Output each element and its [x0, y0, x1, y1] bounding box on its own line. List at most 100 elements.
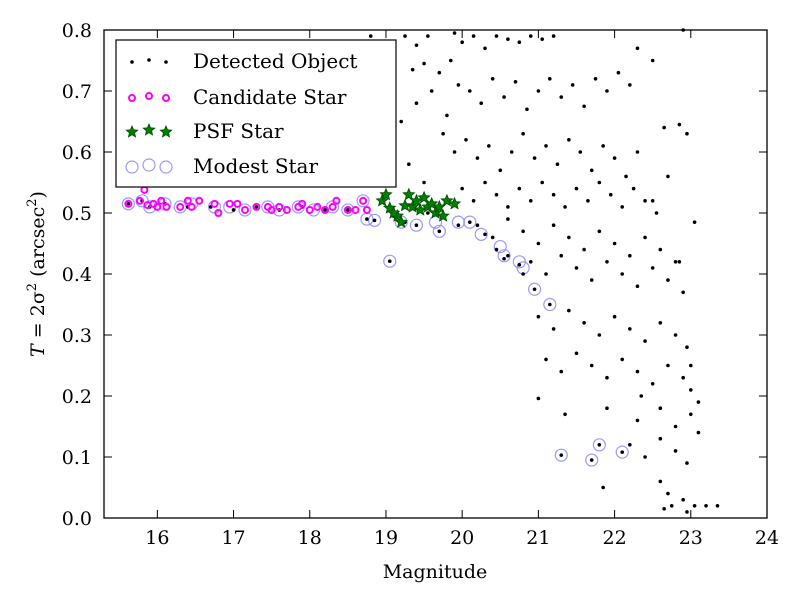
candidate-star-point — [225, 199, 234, 208]
detected-object-point — [673, 260, 678, 264]
candidate-star-point — [252, 202, 261, 211]
x-tick-label: 24 — [755, 527, 779, 549]
detected-object-point — [490, 77, 495, 81]
detected-object-point — [597, 443, 602, 447]
detected-object-point — [437, 229, 442, 234]
candidate-star-point — [362, 205, 371, 214]
modest-star-point — [493, 239, 507, 254]
detected-object-point — [445, 113, 449, 118]
detected-object-point — [685, 461, 689, 465]
x-tick-label: 20 — [450, 527, 474, 549]
detected-object-point — [589, 458, 594, 462]
detected-object-point — [643, 199, 647, 203]
psf-star-point — [386, 205, 401, 219]
detected-object-point — [506, 253, 510, 258]
modest-star-point — [527, 282, 542, 296]
detected-object-point — [662, 125, 666, 130]
modest-star-point — [367, 213, 382, 227]
detected-object-point — [426, 34, 430, 38]
detected-object-point — [483, 180, 487, 185]
detected-object-point — [635, 284, 640, 289]
psf-star-point — [436, 209, 450, 222]
detected-object-point — [521, 131, 525, 136]
detected-object-point — [658, 321, 663, 325]
detected-object-point — [555, 162, 560, 166]
candidate-star-point — [210, 199, 219, 208]
detected-object-point — [567, 138, 571, 142]
legend-marker-modest-star — [125, 160, 139, 174]
modest-star-point — [554, 448, 568, 462]
detected-object-point — [521, 229, 525, 234]
modest-star-point — [383, 254, 397, 268]
detected-object-point — [126, 202, 131, 206]
detected-object-point — [628, 443, 632, 447]
detected-object-point — [685, 131, 689, 136]
detected-object-point — [650, 58, 655, 63]
psf-star-point — [417, 190, 431, 204]
detected-object-point — [616, 70, 621, 75]
detected-object-point — [479, 101, 484, 105]
detected-object-point — [551, 34, 556, 38]
detected-object-point — [448, 58, 453, 63]
candidate-star-point — [343, 205, 352, 214]
detected-object-point — [471, 34, 476, 38]
detected-object-point — [628, 253, 632, 258]
x-axis-label: Magnitude — [383, 561, 488, 583]
modest-star-point — [121, 197, 135, 211]
detected-object-point — [692, 504, 697, 508]
detected-object-point — [612, 314, 617, 319]
candidate-star-series — [124, 185, 371, 217]
y-tick-label: 0.0 — [62, 508, 92, 530]
y-axis-label-eq: = 2σ — [27, 291, 49, 344]
detected-object-point — [231, 208, 236, 212]
detected-object-point — [593, 77, 598, 81]
legend: Detected Object Candidate Star PSF Star … — [115, 39, 397, 188]
detected-object-point — [673, 424, 678, 429]
detected-object-point — [643, 455, 647, 459]
legend-marker-detected-object — [130, 60, 134, 64]
detected-object-point — [494, 247, 499, 252]
detected-object-point — [574, 351, 579, 356]
detected-object-point — [589, 363, 594, 368]
detected-object-point — [582, 247, 586, 252]
detected-object-point — [685, 345, 689, 350]
detected-object-point — [688, 363, 693, 368]
modest-star-point — [463, 215, 477, 229]
modest-star-point — [356, 194, 370, 208]
detected-object-point — [620, 272, 625, 276]
legend-marker-modest-star — [142, 158, 156, 172]
ticks-layer: 16 17 18 19 20 21 22 23 24 0.0 0.1 0.2 0.3 0.4 0.5 0.6 0… — [62, 20, 779, 549]
detected-object-point — [365, 217, 369, 221]
detected-object-point — [551, 223, 556, 227]
detected-object-point — [559, 453, 564, 457]
detected-object-point — [517, 263, 522, 267]
candidate-star-point — [183, 196, 192, 205]
detected-object-point — [666, 363, 670, 368]
detected-object-point — [639, 394, 644, 398]
detected-object-point — [540, 180, 544, 185]
detected-object-point — [559, 253, 564, 258]
modest-star-series — [121, 194, 629, 467]
detected-object-point — [650, 266, 655, 270]
detected-object-point — [414, 101, 419, 105]
detected-object-point — [464, 138, 468, 142]
legend-marker-candidate-star — [128, 94, 136, 102]
detected-object-point — [688, 388, 693, 392]
detected-object-point — [612, 156, 617, 160]
detected-object-point — [532, 156, 537, 160]
detected-object-point — [597, 229, 602, 234]
detected-object-point — [677, 260, 682, 264]
candidate-star-point — [162, 202, 171, 211]
y-axis-label-units-sup: 2 — [25, 198, 40, 206]
legend-label-psf: PSF Star — [193, 119, 284, 143]
candidate-star-point — [275, 202, 284, 211]
detected-object-point — [323, 208, 327, 212]
y-tick-label: 0.4 — [62, 264, 92, 286]
detected-object-point — [692, 220, 697, 224]
detected-object-series — [126, 28, 720, 514]
detected-object-point — [666, 174, 670, 179]
modest-star-point — [341, 203, 355, 217]
detected-object-point — [586, 199, 590, 203]
modest-star-point — [432, 224, 446, 238]
